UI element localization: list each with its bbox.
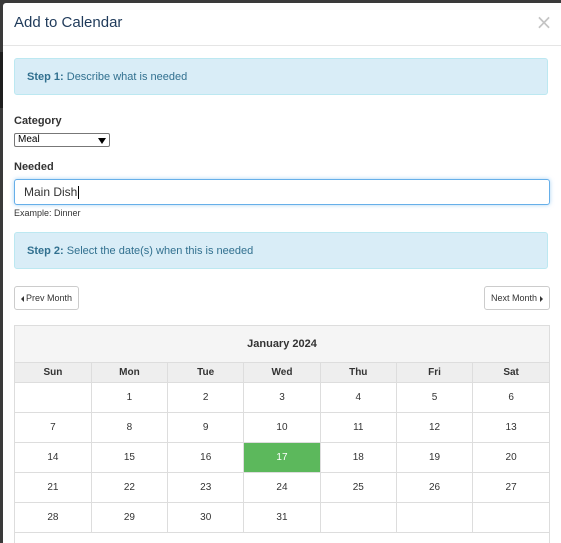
needed-input-value: Main Dish <box>24 185 78 199</box>
needed-label: Needed <box>14 161 54 173</box>
category-label: Category <box>14 115 62 127</box>
calendar-day-8[interactable]: 8 <box>90 412 169 443</box>
category-select[interactable]: Meal <box>14 133 110 147</box>
calendar-week-row: 7 8 9 10 11 12 13 <box>15 412 549 443</box>
calendar-empty-cell <box>472 502 549 533</box>
calendar-day-9[interactable]: 9 <box>167 412 245 443</box>
calendar-day-25[interactable]: 25 <box>319 472 397 503</box>
calendar-day-20[interactable]: 20 <box>472 442 549 473</box>
caret-left-icon <box>21 295 24 302</box>
calendar-week-row: 21 22 23 24 25 26 27 <box>15 472 549 503</box>
calendar-day-22[interactable]: 22 <box>90 472 169 503</box>
calendar-day-21[interactable]: 21 <box>15 472 92 503</box>
caret-right-icon <box>540 295 543 302</box>
calendar-day-31[interactable]: 31 <box>243 502 321 533</box>
prev-month-button[interactable]: Prev Month <box>14 286 80 310</box>
calendar-day-7[interactable]: 7 <box>15 412 92 443</box>
calendar-day-3[interactable]: 3 <box>243 382 321 413</box>
weekday-header-row: Sun Mon Tue Wed Thu Fri Sat <box>15 363 549 383</box>
calendar-day-10[interactable]: 10 <box>243 412 321 443</box>
calendar-day-14[interactable]: 14 <box>15 442 92 473</box>
next-month-label: Next Month <box>490 293 537 303</box>
weekday-header-sun: Sun <box>15 363 92 383</box>
weekday-header-wed: Wed <box>243 363 321 383</box>
step1-alert: Step 1: Describe what is needed <box>14 58 548 95</box>
prev-month-label: Prev Month <box>26 293 73 303</box>
calendar-day-1[interactable]: 1 <box>90 382 169 413</box>
needed-help-text: Example: Dinner <box>14 208 81 218</box>
calendar-week-row: 14 15 16 17 18 19 20 <box>15 442 549 473</box>
step2-text: Select the date(s) when this is needed <box>63 245 254 257</box>
weekday-header-sat: Sat <box>472 363 549 383</box>
category-selected-value: Meal <box>18 134 40 145</box>
calendar-body: 1 2 3 4 5 6 7 8 9 10 11 12 13 14 15 16 17 18 19 20 21 22 23 24 2… <box>15 382 549 533</box>
modal-header: Add to Calendar × <box>3 3 561 46</box>
weekday-header-tue: Tue <box>167 363 245 383</box>
step2-label: Step 2: <box>27 245 64 257</box>
calendar-day-27[interactable]: 27 <box>472 472 549 503</box>
chevron-down-icon <box>98 138 106 144</box>
calendar-day-17[interactable]: 17 <box>243 442 321 473</box>
calendar-day-16[interactable]: 16 <box>167 442 245 473</box>
page-backdrop <box>0 52 4 108</box>
calendar-day-28[interactable]: 28 <box>15 502 92 533</box>
weekday-header-fri: Fri <box>395 363 474 383</box>
step2-alert: Step 2: Select the date(s) when this is … <box>14 232 548 269</box>
calendar-day-24[interactable]: 24 <box>243 472 321 503</box>
calendar-day-30[interactable]: 30 <box>167 502 245 533</box>
calendar-day-18[interactable]: 18 <box>319 442 397 473</box>
modal-title: Add to Calendar <box>14 14 123 31</box>
calendar-day-26[interactable]: 26 <box>395 472 474 503</box>
needed-input[interactable]: Main Dish <box>14 179 550 205</box>
calendar-day-11[interactable]: 11 <box>319 412 397 443</box>
text-cursor <box>78 186 80 200</box>
calendar-day-13[interactable]: 13 <box>472 412 549 443</box>
step1-text: Describe what is needed <box>63 71 188 83</box>
calendar-grid: Sun Mon Tue Wed Thu Fri Sat 1 2 3 4 5 6 7 8 9 10 11 12 13 1… <box>15 363 549 533</box>
calendar-week-row: 28 29 30 31 <box>15 502 549 533</box>
calendar-day-5[interactable]: 5 <box>395 382 474 413</box>
weekday-header-thu: Thu <box>319 363 397 383</box>
calendar-day-19[interactable]: 19 <box>395 442 474 473</box>
calendar-day-29[interactable]: 29 <box>90 502 169 533</box>
calendar-month-title: January 2024 <box>15 326 549 363</box>
calendar-day-15[interactable]: 15 <box>90 442 169 473</box>
next-month-button[interactable]: Next Month <box>483 286 550 310</box>
calendar-day-2[interactable]: 2 <box>167 382 245 413</box>
calendar-empty-cell <box>319 502 397 533</box>
calendar-day-12[interactable]: 12 <box>395 412 474 443</box>
weekday-header-mon: Mon <box>90 363 169 383</box>
calendar-day-4[interactable]: 4 <box>319 382 397 413</box>
calendar-day-6[interactable]: 6 <box>472 382 549 413</box>
calendar-empty-cell <box>395 502 474 533</box>
step1-label: Step 1: <box>27 71 64 83</box>
calendar-empty-cell <box>15 382 92 413</box>
add-to-calendar-modal: Add to Calendar × Step 1: Describe what … <box>3 3 561 543</box>
close-icon[interactable]: × <box>535 10 553 34</box>
calendar-day-23[interactable]: 23 <box>167 472 245 503</box>
